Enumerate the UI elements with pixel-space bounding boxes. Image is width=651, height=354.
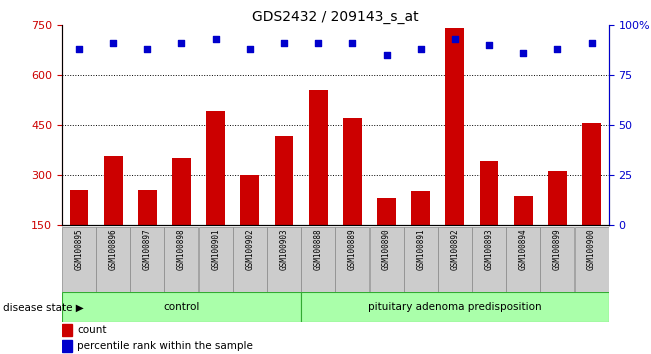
- Bar: [377, 198, 396, 225]
- Bar: [62, 340, 72, 353]
- Bar: [62, 292, 301, 322]
- Text: GSM100890: GSM100890: [382, 229, 391, 270]
- Point: [450, 36, 460, 42]
- Bar: [540, 227, 574, 292]
- Point: [108, 40, 118, 46]
- Bar: [582, 123, 601, 225]
- Bar: [96, 227, 130, 292]
- Point: [552, 46, 562, 52]
- Bar: [199, 227, 232, 292]
- Bar: [548, 171, 567, 225]
- Point: [518, 50, 529, 56]
- Text: GSM100903: GSM100903: [279, 229, 288, 270]
- Point: [484, 42, 494, 48]
- Text: control: control: [163, 302, 200, 312]
- Bar: [130, 227, 164, 292]
- Point: [381, 52, 392, 58]
- Bar: [343, 118, 362, 225]
- Text: percentile rank within the sample: percentile rank within the sample: [77, 341, 253, 352]
- Point: [313, 40, 324, 46]
- Bar: [404, 227, 437, 292]
- Point: [142, 46, 152, 52]
- Point: [415, 46, 426, 52]
- Title: GDS2432 / 209143_s_at: GDS2432 / 209143_s_at: [252, 10, 419, 24]
- Text: GSM100897: GSM100897: [143, 229, 152, 270]
- Point: [210, 36, 221, 42]
- Text: GSM100893: GSM100893: [484, 229, 493, 270]
- Point: [347, 40, 357, 46]
- Bar: [233, 227, 267, 292]
- Point: [245, 46, 255, 52]
- Bar: [438, 227, 472, 292]
- Text: disease state ▶: disease state ▶: [3, 303, 84, 313]
- Point: [279, 40, 289, 46]
- Text: GSM100892: GSM100892: [450, 229, 460, 270]
- Bar: [172, 158, 191, 225]
- Bar: [514, 196, 533, 225]
- Bar: [335, 227, 369, 292]
- Text: GSM100888: GSM100888: [314, 229, 323, 270]
- Bar: [62, 324, 72, 336]
- Text: GSM100894: GSM100894: [519, 229, 528, 270]
- Bar: [506, 227, 540, 292]
- Text: GSM100896: GSM100896: [109, 229, 118, 270]
- Bar: [165, 227, 199, 292]
- Text: GSM100889: GSM100889: [348, 229, 357, 270]
- Bar: [301, 292, 609, 322]
- Text: GSM100902: GSM100902: [245, 229, 255, 270]
- Point: [176, 40, 187, 46]
- Bar: [301, 227, 335, 292]
- Bar: [445, 28, 464, 225]
- Text: GSM100891: GSM100891: [416, 229, 425, 270]
- Bar: [411, 192, 430, 225]
- Bar: [206, 112, 225, 225]
- Bar: [104, 156, 122, 225]
- Text: count: count: [77, 325, 107, 336]
- Text: GSM100900: GSM100900: [587, 229, 596, 270]
- Bar: [370, 227, 404, 292]
- Bar: [575, 227, 609, 292]
- Text: GSM100898: GSM100898: [177, 229, 186, 270]
- Bar: [472, 227, 506, 292]
- Point: [74, 46, 84, 52]
- Bar: [309, 90, 327, 225]
- Text: GSM100901: GSM100901: [211, 229, 220, 270]
- Point: [587, 40, 597, 46]
- Bar: [62, 227, 96, 292]
- Bar: [480, 161, 499, 225]
- Text: pituitary adenoma predisposition: pituitary adenoma predisposition: [368, 302, 542, 312]
- Bar: [138, 190, 157, 225]
- Bar: [240, 175, 259, 225]
- Text: GSM100895: GSM100895: [74, 229, 83, 270]
- Bar: [70, 190, 89, 225]
- Bar: [267, 227, 301, 292]
- Bar: [275, 136, 294, 225]
- Text: GSM100899: GSM100899: [553, 229, 562, 270]
